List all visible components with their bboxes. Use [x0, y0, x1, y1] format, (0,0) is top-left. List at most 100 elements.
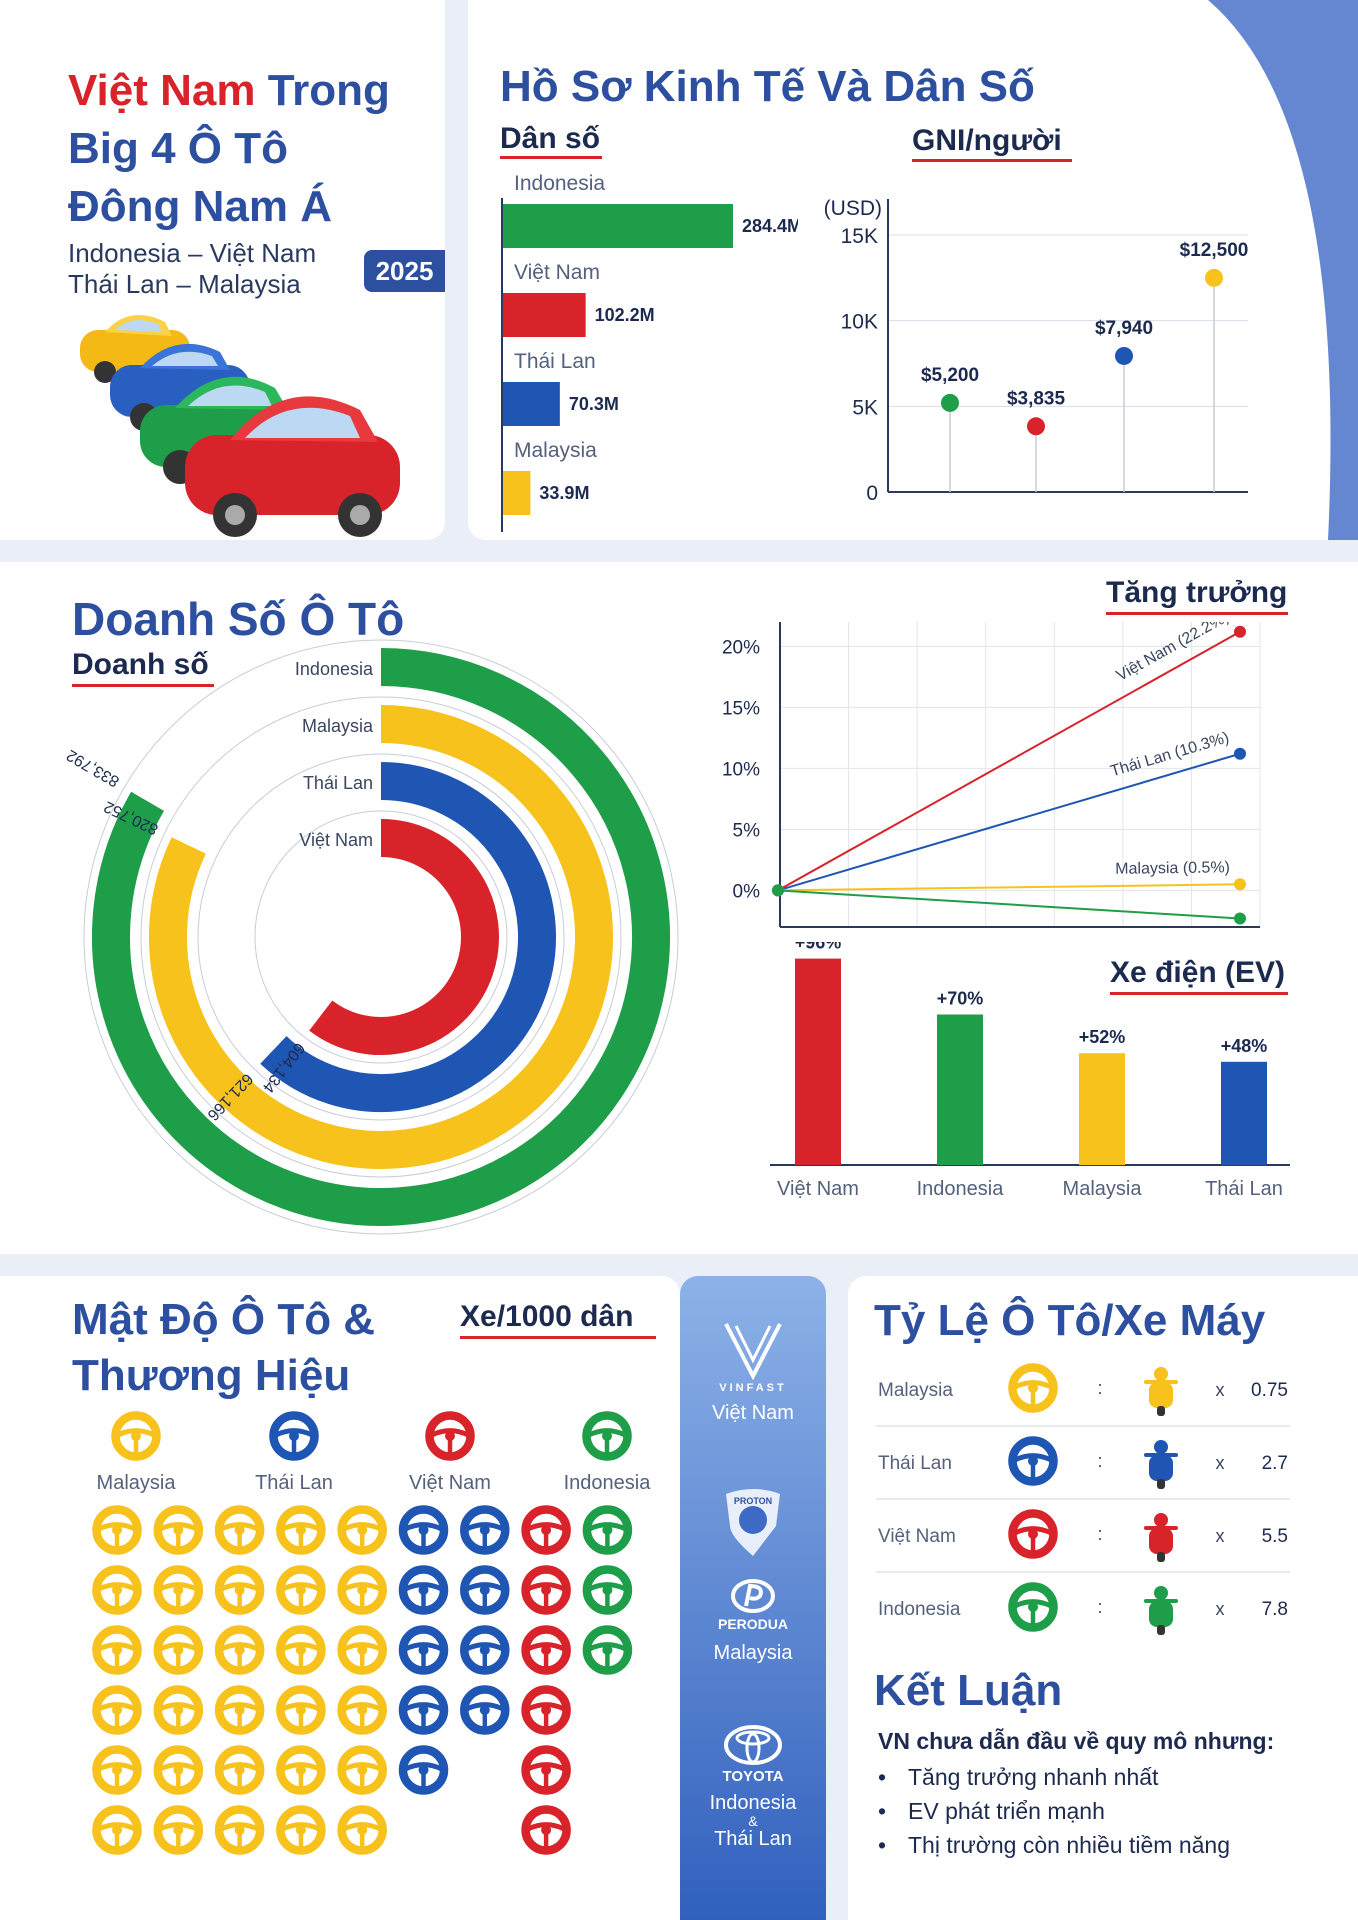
toyota-country1: Indonesia	[709, 1792, 797, 1814]
density-wheel-icon	[276, 1805, 326, 1855]
density-wheel-icon	[276, 1745, 326, 1795]
density-wheel-icon	[214, 1565, 265, 1615]
density-wheel-icon	[92, 1745, 142, 1795]
profile-bg-shape	[1208, 0, 1358, 540]
density-wheel-icon	[521, 1685, 571, 1735]
title-line3: Đông Nam Á	[68, 182, 332, 231]
density-legend-wheel-icon	[111, 1411, 161, 1461]
ratio-car-wheel-icon	[1008, 1509, 1058, 1559]
ev-category-label: Thái Lan	[1205, 1178, 1283, 1200]
sales-track	[140, 696, 622, 1178]
profile-panel: Hồ Sơ Kinh Tế Và Dân Số Dân số GNI/người…	[468, 0, 1358, 540]
gni-tick-label: 0	[866, 482, 878, 505]
density-wheel-icon	[153, 1685, 204, 1735]
growth-series-label: Việt Nam (22.2%)	[1114, 622, 1232, 685]
density-wheel-icon	[398, 1565, 449, 1615]
gni-tick-label: 15K	[841, 225, 878, 248]
density-wheel-icon	[214, 1805, 265, 1855]
density-wheel-icon	[276, 1505, 326, 1555]
population-value-label: 284.4M	[742, 216, 798, 236]
density-wheel-icon	[582, 1565, 633, 1615]
density-wheel-icon	[153, 1505, 204, 1555]
sales-value-label: 833,792	[64, 746, 123, 790]
proton-logo-text: PROTON	[733, 1496, 773, 1506]
toyota-logo-text: TOYOTA	[722, 1768, 784, 1785]
ev-value-label: +96%	[795, 942, 842, 953]
countries-line2: Thái Lan – Malaysia	[68, 269, 301, 299]
population-category-label: Indonesia	[514, 172, 605, 195]
density-wheel-icon	[276, 1685, 326, 1735]
growth-tick-label: 20%	[722, 637, 760, 658]
gni-value-label: $5,200	[921, 365, 979, 386]
gni-tick-label: 10K	[841, 311, 878, 334]
growth-tick-label: 10%	[722, 759, 760, 780]
population-bar	[503, 293, 586, 337]
sales-category-label: Thái Lan	[303, 773, 373, 793]
ratio-times: x	[1216, 1526, 1225, 1546]
vinfast-logo-icon	[724, 1323, 782, 1380]
growth-point	[772, 884, 784, 897]
density-legend-label: Thái Lan	[255, 1472, 333, 1494]
gni-chart: 0 5K 10K 15K (USD) $5,200 $3,835 $7,940 $12,500	[824, 197, 1249, 505]
density-wheel-icon	[521, 1565, 571, 1615]
sales-panel: Doanh Số Ô Tô Doanh số Indonesia 833,792 M…	[0, 562, 1358, 1254]
ratio-separator: :	[1097, 1597, 1102, 1617]
ev-category-label: Indonesia	[917, 1178, 1005, 1200]
vinfast-logo-text: VINFAST	[719, 1382, 787, 1394]
gni-point	[941, 393, 959, 412]
ev-value-label: +48%	[1221, 1036, 1268, 1056]
conclusion-lead: VN chưa dẫn đầu về quy mô nhưng:	[878, 1728, 1275, 1754]
growth-line-chart: 0%5%10%15%20%20242025Việt Nam (22.2%)Thá…	[722, 622, 1261, 928]
ratio-country-label: Thái Lan	[878, 1453, 952, 1474]
density-wheel-icon	[92, 1685, 142, 1735]
title-red-word: Việt Nam	[68, 66, 256, 115]
profile-title: Hồ Sơ Kinh Tế Và Dân Số	[500, 62, 1035, 111]
ratio-value: 0.75	[1251, 1380, 1288, 1401]
density-legend-wheel-icon	[425, 1411, 475, 1461]
density-wheel-icon	[460, 1625, 510, 1675]
proton-logo-icon	[726, 1489, 780, 1556]
density-wheel-icon	[153, 1625, 204, 1675]
density-wheel-icon	[153, 1805, 204, 1855]
ev-category-label: Malaysia	[1063, 1178, 1143, 1200]
density-wheel-icon	[214, 1685, 265, 1735]
year-badge: 2025	[364, 250, 445, 292]
density-wheel-icon	[214, 1505, 265, 1555]
red-car-icon	[185, 396, 400, 537]
sales-category-label: Indonesia	[295, 659, 374, 679]
ratio-car-wheel-icon	[1008, 1436, 1058, 1486]
sales-subtitle: Doanh số	[72, 648, 209, 681]
growth-series-label: Thái Lan (10.3%)	[1109, 729, 1232, 780]
growth-series-line	[777, 883, 1241, 892]
ev-label: Xe điện (EV)	[1110, 956, 1286, 989]
population-category-label: Thái Lan	[514, 350, 596, 373]
density-wheel-icon	[398, 1685, 449, 1735]
sales-arc	[92, 648, 670, 1226]
density-wheel-icon	[92, 1805, 142, 1855]
sales-track	[197, 753, 565, 1121]
toyota-logo-icon	[724, 1725, 782, 1765]
gni-value-label: $7,940	[1095, 318, 1153, 339]
density-wheel-icon	[92, 1625, 142, 1675]
density-wheel-icon	[153, 1565, 204, 1615]
growth-point	[1234, 747, 1246, 760]
ratio-car-wheel-icon	[1008, 1363, 1058, 1413]
ratio-title: Tỷ Lệ Ô Tô/Xe Máy	[874, 1296, 1266, 1345]
conclusion-title: Kết Luận	[874, 1666, 1063, 1715]
density-title-line1: Mật Độ Ô Tô &	[72, 1295, 376, 1344]
vinfast-country: Việt Nam	[712, 1402, 794, 1424]
ev-bar-chart: +96% Việt Nam +70% Indonesia +52% Malaysia +48…	[770, 942, 1290, 1200]
ratio-country-label: Malaysia	[878, 1380, 953, 1401]
population-bar	[503, 471, 531, 515]
sales-arc	[149, 705, 613, 1169]
gni-value-label: $12,500	[1180, 240, 1249, 261]
density-wheel-icon	[153, 1745, 204, 1795]
gni-point	[1205, 268, 1223, 287]
growth-tick-label: 5%	[733, 820, 761, 841]
ev-bar	[937, 1014, 983, 1165]
perodua-country: Malaysia	[713, 1642, 793, 1664]
density-wheel-icon	[276, 1565, 326, 1615]
ev-category-label: Việt Nam	[777, 1178, 859, 1200]
density-wheel-icon	[460, 1505, 510, 1555]
